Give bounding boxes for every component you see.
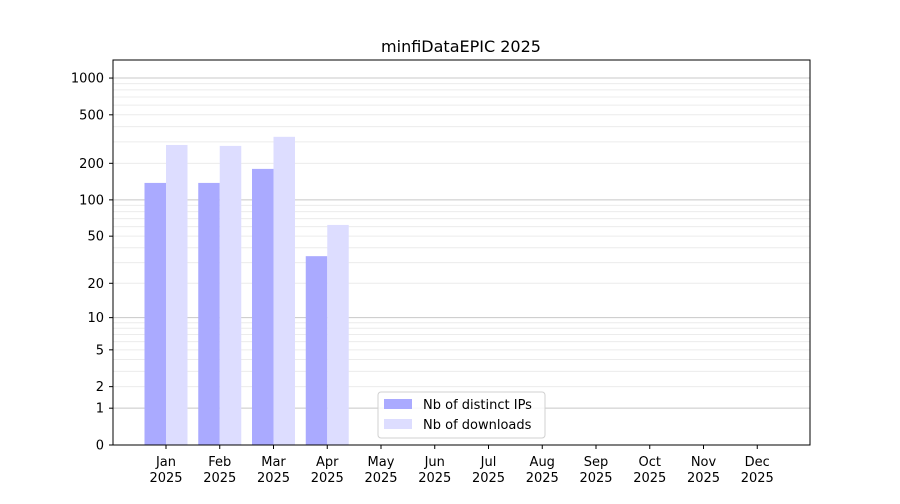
- bars: [144, 136, 349, 446]
- bar-distinct-ips: [305, 256, 328, 445]
- x-tick-label: 2025: [311, 471, 344, 486]
- x-tick-label: 2025: [472, 471, 505, 486]
- y-tick-label: 20: [87, 277, 104, 292]
- x-tick-label: 2025: [149, 471, 182, 486]
- x-tick-label: May: [368, 455, 395, 470]
- bar-distinct-ips: [144, 182, 166, 445]
- y-tick-label: 1000: [71, 72, 104, 87]
- bar-downloads: [327, 224, 349, 445]
- x-tick-label: Jan: [155, 455, 176, 470]
- bar-distinct-ips: [198, 182, 220, 445]
- bar-downloads: [166, 144, 188, 445]
- legend-swatch: [384, 419, 412, 429]
- legend-swatch: [384, 399, 412, 409]
- x-tick-label: Jun: [424, 455, 445, 470]
- legend: Nb of distinct IPs Nb of downloads: [377, 391, 546, 439]
- x-tick-label: 2025: [257, 471, 290, 486]
- x-tick-label: 2025: [687, 471, 720, 486]
- y-tick-label: 10: [87, 311, 104, 326]
- x-tick-label: 2025: [418, 471, 451, 486]
- x-tick-label: 2025: [579, 471, 612, 486]
- bar-distinct-ips: [252, 168, 274, 445]
- x-tick-label: 2025: [203, 471, 236, 486]
- y-tick-label: 500: [79, 108, 104, 123]
- y-tick-label: 50: [87, 230, 104, 245]
- x-tick-label: Apr: [316, 455, 339, 470]
- x-axis: Jan2025Feb2025Mar2025Apr2025May2025Jun20…: [149, 445, 774, 486]
- legend-box: [377, 391, 546, 439]
- x-tick-label: Nov: [691, 455, 717, 470]
- legend-label: Nb of downloads: [423, 418, 532, 433]
- x-tick-label: 2025: [364, 471, 397, 486]
- y-tick-label: 5: [96, 343, 104, 358]
- x-tick-label: Jul: [480, 455, 497, 470]
- x-tick-label: Mar: [261, 455, 286, 470]
- x-tick-label: Oct: [639, 455, 661, 470]
- y-tick-label: 200: [79, 157, 104, 172]
- x-tick-label: 2025: [741, 471, 774, 486]
- y-tick-label: 2: [96, 380, 104, 395]
- y-tick-label: 1: [96, 402, 104, 417]
- x-tick-label: Feb: [208, 455, 231, 470]
- chart-title: minfiDataEPIC 2025: [381, 37, 541, 56]
- y-tick-label: 0: [96, 439, 104, 454]
- bar-downloads: [219, 145, 242, 446]
- legend-label: Nb of distinct IPs: [423, 398, 532, 413]
- x-tick-label: Aug: [530, 455, 555, 470]
- x-tick-label: 2025: [526, 471, 559, 486]
- x-tick-label: Sep: [584, 455, 609, 470]
- bar-downloads: [273, 136, 295, 445]
- x-tick-label: Dec: [745, 455, 770, 470]
- x-tick-label: 2025: [633, 471, 666, 486]
- y-tick-label: 100: [79, 193, 104, 208]
- plot-frame: [112, 59, 811, 446]
- y-axis: 0 1 2 5 10 20 50 100 200 500 1000: [71, 72, 113, 454]
